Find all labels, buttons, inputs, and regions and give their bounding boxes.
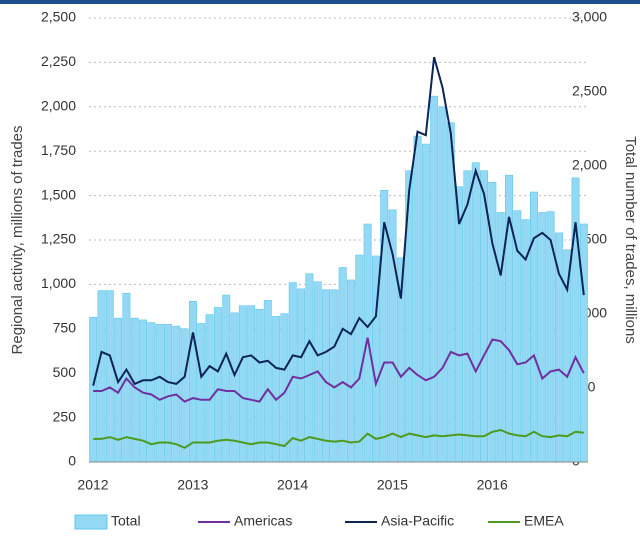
- legend-label: EMEA: [524, 513, 564, 529]
- bar: [97, 290, 106, 463]
- y-tick-label: 1,000: [41, 275, 76, 291]
- y-tick-label: 1,500: [41, 186, 76, 202]
- line: [93, 428, 584, 449]
- legend-label: Americas: [234, 513, 292, 529]
- bar: [471, 162, 480, 463]
- x-tick-label: 2016: [477, 477, 508, 493]
- y-tick-label: 500: [53, 364, 77, 380]
- bar: [255, 308, 264, 463]
- legend-label: Asia-Pacific: [381, 513, 454, 529]
- bar: [538, 212, 547, 463]
- y-tick-label: 2,500: [41, 9, 76, 25]
- bar: [421, 143, 430, 463]
- bar: [529, 191, 538, 463]
- x-tick-label: 2014: [277, 477, 308, 493]
- legend-swatch: [74, 514, 108, 530]
- bar: [180, 328, 189, 463]
- line: [93, 337, 585, 403]
- y2-axis-title: Total number of trades, millions: [622, 136, 639, 344]
- x-tick-label: 2015: [377, 477, 408, 493]
- y-tick-label: 2,250: [41, 53, 76, 69]
- bar: [247, 305, 256, 463]
- y2-tick-label: 2,000: [572, 157, 607, 173]
- bar: [263, 300, 272, 463]
- y-tick-label: 750: [53, 320, 77, 336]
- bar: [330, 289, 339, 463]
- y-tick-label: 2,000: [41, 98, 76, 114]
- bar: [455, 186, 464, 463]
- bar: [272, 316, 281, 463]
- bar: [288, 282, 297, 463]
- bar: [205, 314, 214, 463]
- y-tick-label: 1,750: [41, 142, 76, 158]
- bar: [430, 95, 439, 463]
- bar: [213, 307, 222, 463]
- top-band: [0, 0, 640, 4]
- bar: [355, 254, 364, 463]
- line: [92, 56, 585, 386]
- y-tick-label: 1,250: [41, 231, 76, 247]
- bar: [89, 316, 98, 463]
- bar: [297, 288, 306, 463]
- bar: [338, 267, 347, 463]
- bar: [571, 177, 580, 463]
- y2-tick-label: 2,500: [572, 83, 607, 99]
- bar: [197, 323, 206, 463]
- bar: [322, 289, 330, 463]
- bar: [164, 324, 172, 463]
- bar: [446, 122, 455, 463]
- bar: [347, 279, 355, 463]
- x-tick-label: 2012: [77, 477, 108, 493]
- bar: [147, 322, 156, 463]
- y2-tick-label: 3,000: [572, 9, 607, 25]
- bar: [579, 223, 588, 463]
- y-tick-label: 0: [68, 453, 76, 469]
- bar: [238, 305, 247, 463]
- bar: [222, 294, 231, 463]
- bar: [463, 170, 472, 463]
- y-axis-title: Regional activity, millions of trades: [9, 126, 26, 355]
- y-tick-label: 250: [53, 408, 77, 424]
- x-tick-label: 2013: [177, 477, 208, 493]
- bar: [413, 135, 422, 463]
- bar: [438, 106, 447, 463]
- bar: [155, 324, 164, 463]
- bar: [496, 212, 505, 463]
- bar: [189, 300, 197, 463]
- bar: [305, 273, 314, 463]
- legend-label: Total: [111, 513, 141, 529]
